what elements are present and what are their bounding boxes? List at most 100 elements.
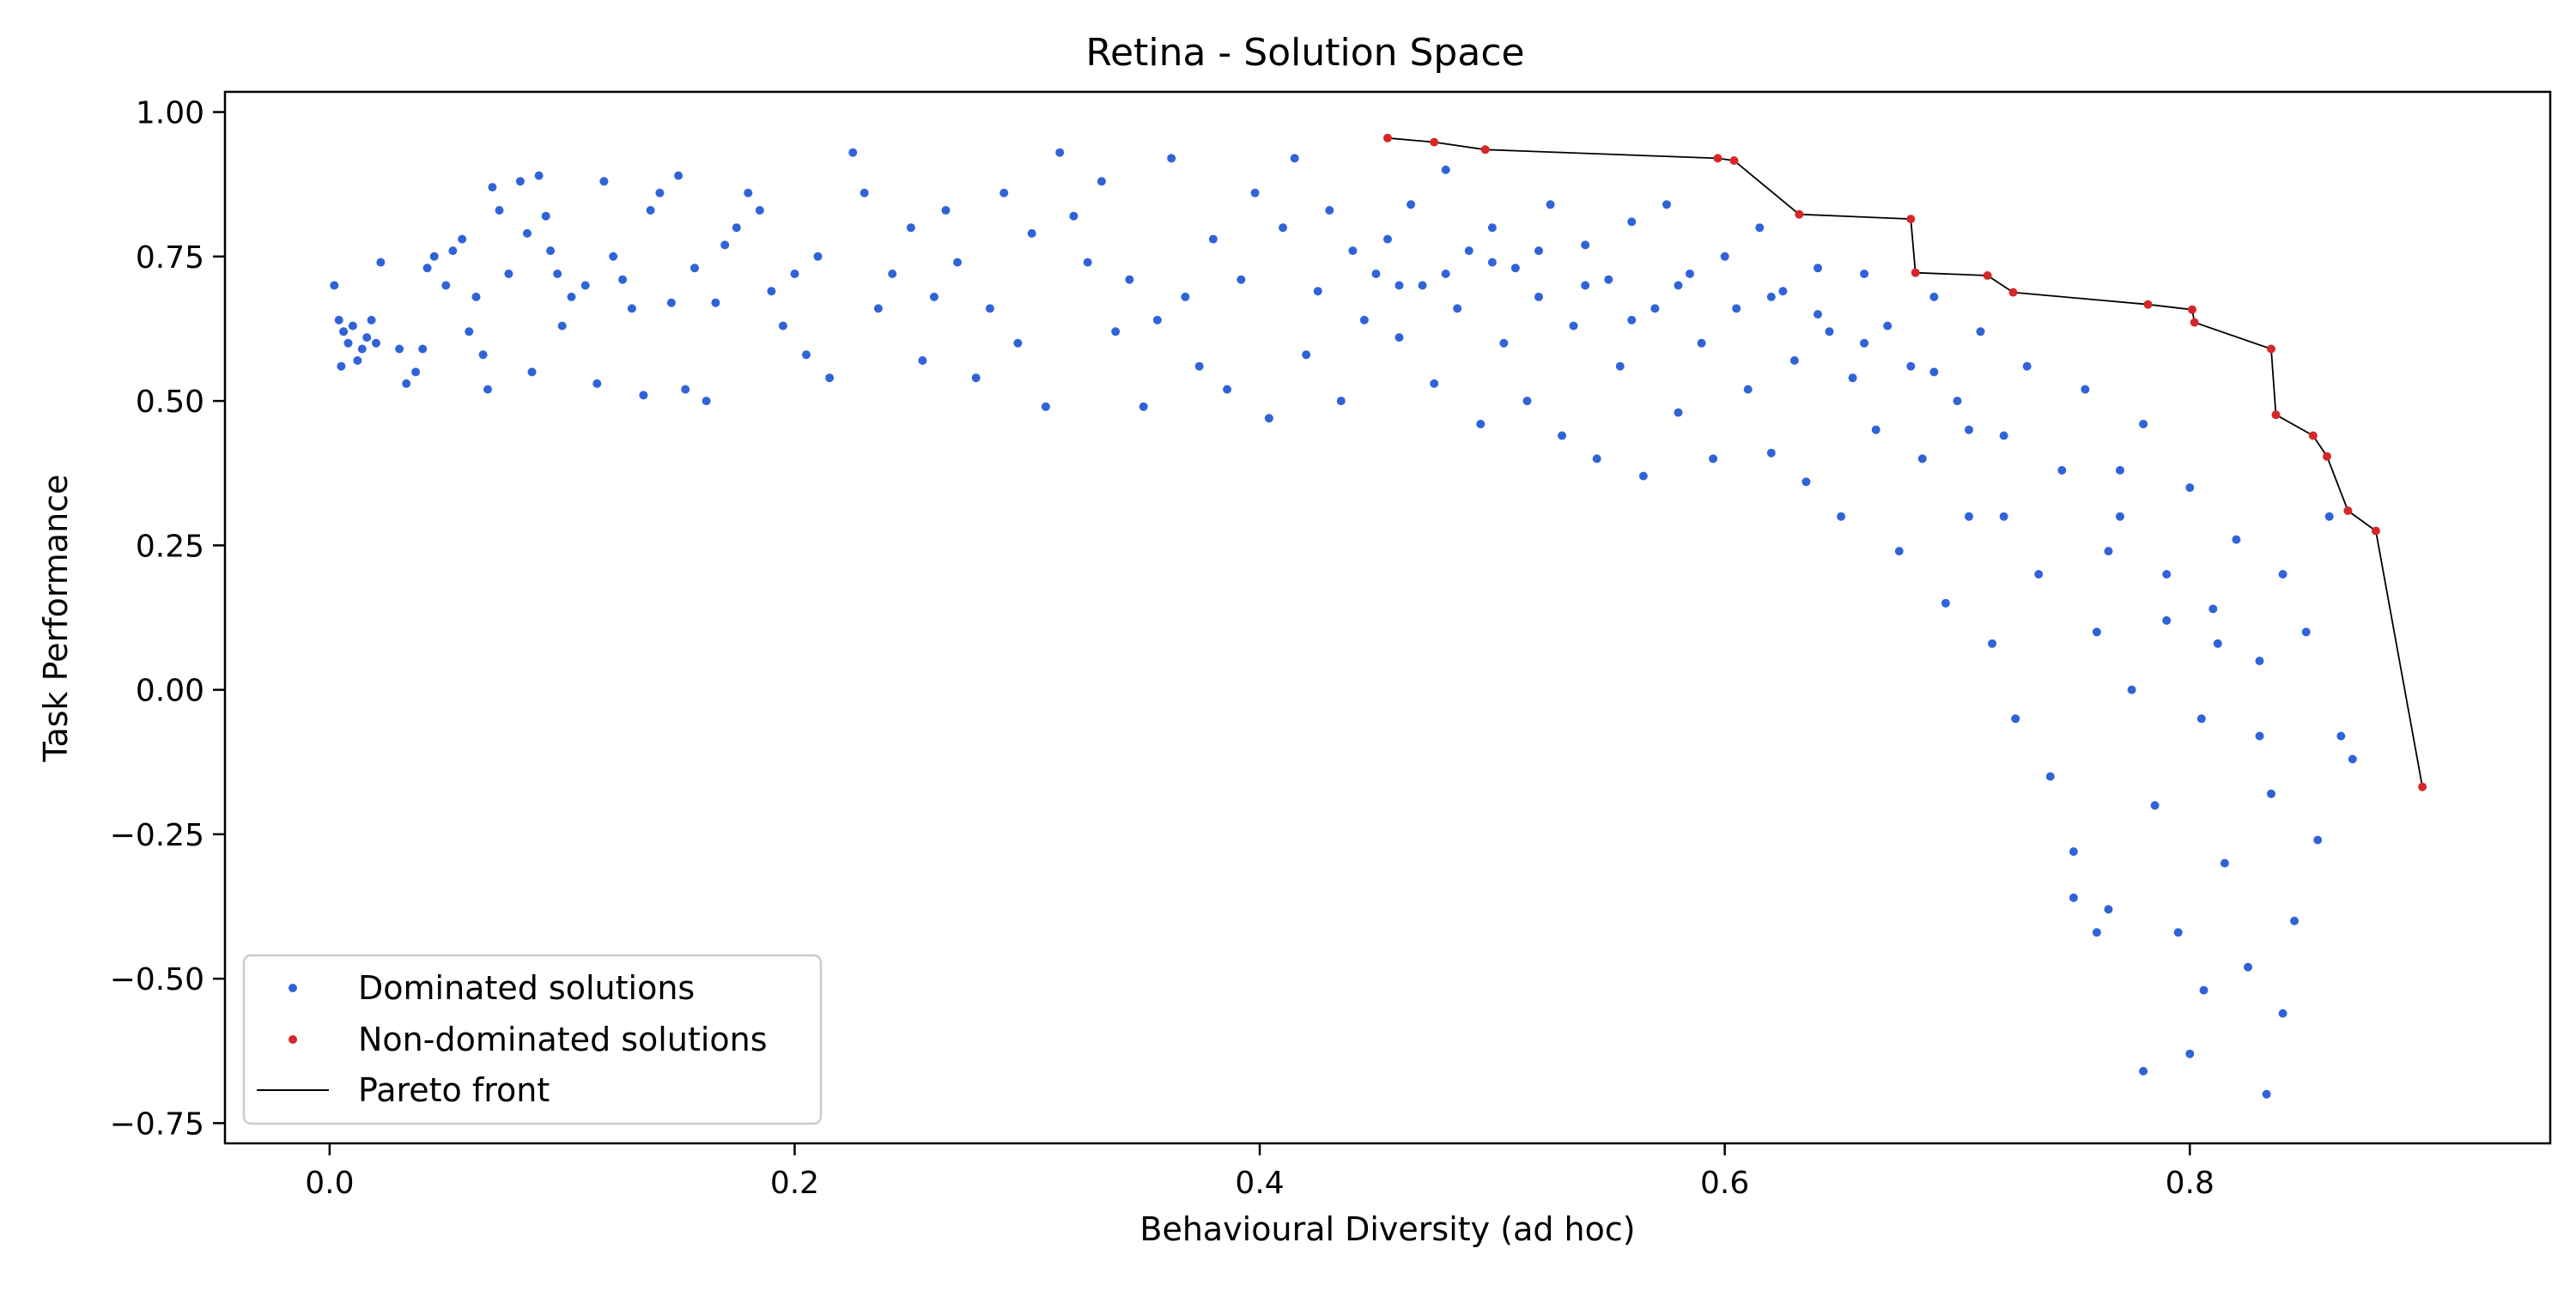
dominated-point (567, 292, 576, 301)
dominated-point (971, 373, 981, 383)
dominated-point (357, 344, 367, 354)
non-dominated-point (2323, 452, 2331, 461)
dominated-point (1814, 264, 1822, 273)
dominated-point (1871, 425, 1880, 434)
dominated-point (674, 171, 683, 180)
dominated-point (2116, 512, 2124, 521)
legend-label-dominated: Dominated solutions (358, 969, 695, 1007)
dominated-point (1430, 379, 1439, 388)
dominated-point (1453, 304, 1462, 313)
dominated-point (609, 252, 618, 261)
dominated-point (1801, 477, 1811, 487)
dominated-point (2022, 361, 2032, 371)
dominated-point (343, 338, 353, 348)
dominated-point (441, 281, 451, 290)
dominated-point (2139, 420, 2148, 428)
dominated-point (1697, 338, 1706, 348)
non-dominated-point (2371, 526, 2380, 536)
dominated-point (744, 188, 753, 197)
dominated-point (2199, 985, 2208, 995)
dominated-point (1167, 154, 1176, 163)
dominated-point (2313, 835, 2323, 845)
dominated-point (1883, 321, 1893, 330)
dominated-point (1279, 223, 1288, 233)
dominated-point (471, 292, 481, 301)
dominated-point (330, 281, 339, 290)
dominated-point (1464, 246, 1473, 256)
dominated-point (2162, 615, 2172, 625)
y-tick-label: 0.00 (136, 674, 204, 709)
dominated-point (999, 188, 1009, 197)
dominated-point (627, 304, 636, 313)
dominated-point (1941, 598, 1950, 608)
dominated-point (918, 356, 927, 365)
dominated-point (376, 258, 386, 267)
dominated-point (1371, 270, 1381, 278)
dominated-point (1953, 397, 1962, 406)
dominated-point (1558, 431, 1567, 440)
dominated-point (339, 327, 349, 336)
dominated-point (2213, 639, 2222, 648)
dominated-point (1894, 547, 1904, 556)
x-axis-label: Behavioural Diversity (ad hoc) (1139, 1210, 1635, 1248)
dominated-point (1394, 333, 1404, 342)
dominated-point (1965, 512, 1973, 521)
dominated-point (1674, 281, 1683, 290)
legend-label-non-dominated: Non-dominated solutions (358, 1021, 768, 1058)
dominated-point (1837, 512, 1846, 521)
dominated-point (2278, 570, 2287, 579)
dominated-point (1264, 414, 1273, 423)
dominated-point (418, 344, 428, 354)
x-tick-label: 0.4 (1235, 1166, 1284, 1201)
non-dominated-point (1795, 209, 1804, 219)
dominated-point (1638, 471, 1648, 481)
dominated-point (1860, 270, 1869, 278)
dominated-point (1394, 281, 1404, 290)
dominated-point (553, 270, 562, 278)
dominated-point (2267, 789, 2275, 798)
non-dominated-point (2343, 506, 2353, 515)
dominated-point (1604, 275, 1613, 284)
dominated-point (1125, 275, 1134, 284)
dominated-point (848, 148, 858, 157)
dominated-point (2336, 731, 2346, 741)
dominated-point (1860, 338, 1869, 348)
non-dominated-point (1430, 137, 1439, 147)
dominated-point (2069, 847, 2078, 857)
dominated-point (1999, 431, 2008, 440)
dominated-point (1325, 206, 1334, 215)
dominated-point (1522, 397, 1532, 406)
dominated-point (488, 183, 497, 192)
series-dominated (330, 148, 2357, 1099)
dominated-point (618, 275, 628, 284)
dominated-point (1313, 287, 1322, 296)
dominated-point (639, 391, 648, 400)
non-dominated-point (2190, 318, 2199, 327)
dominated-point (1139, 402, 1148, 411)
dominated-point (1476, 420, 1485, 428)
dominated-point (813, 252, 823, 261)
dominated-point (720, 240, 730, 250)
dominated-point (929, 292, 939, 301)
dominated-point (1627, 217, 1637, 227)
non-dominated-point (2188, 305, 2196, 314)
non-dominated-point (1383, 133, 1392, 142)
dominated-point (580, 281, 590, 290)
y-tick-label: 1.00 (136, 96, 204, 131)
dominated-point (523, 228, 532, 238)
non-dominated-point (1480, 145, 1490, 155)
pareto-front-line (1387, 136, 2423, 787)
dominated-point (2057, 465, 2067, 475)
dominated-point (515, 177, 525, 186)
dominated-point (1290, 154, 1299, 163)
dominated-point (690, 264, 699, 273)
y-tick-label: −0.75 (110, 1106, 204, 1142)
dominated-point (483, 385, 492, 394)
dominated-point (732, 223, 741, 233)
dominated-point (1755, 223, 1765, 233)
plot-frame (223, 90, 2552, 1145)
dominated-point (1441, 270, 1450, 278)
dominated-point (1906, 361, 1916, 371)
dominated-point (2045, 772, 2055, 781)
series-non-dominated (1383, 133, 2427, 791)
